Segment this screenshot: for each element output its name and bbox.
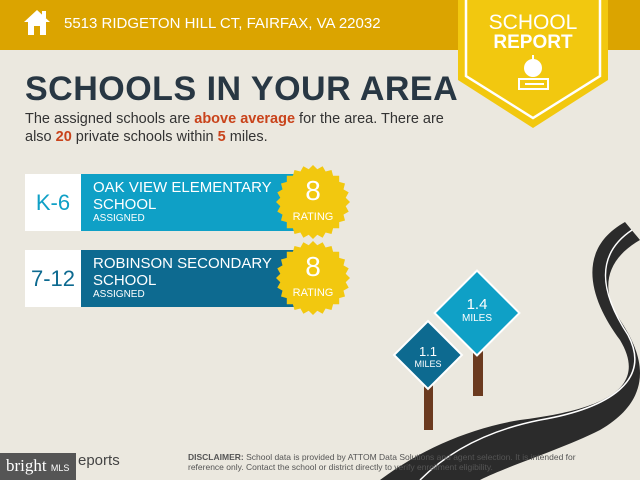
reports-logo-text: eports	[78, 452, 120, 469]
grade-range: K-6	[25, 174, 81, 231]
property-address: 5513 RIDGETON HILL CT, FAIRFAX, VA 22032	[64, 15, 381, 32]
school-report-badge	[458, 0, 608, 128]
rating-value: 8	[305, 251, 321, 282]
school-card[interactable]: 7-12 ROBINSON SECONDARY SCHOOL ASSIGNED	[25, 250, 315, 307]
distance-sign: 1.4 MILES	[461, 296, 492, 324]
rating-seal: 8 RATING	[276, 241, 350, 315]
rating-label: RATING	[292, 287, 334, 299]
school-status: ASSIGNED	[93, 289, 145, 300]
disclaimer: DISCLAIMER: School data is provided by A…	[188, 452, 576, 472]
page-title: SCHOOLS IN YOUR AREA	[25, 70, 459, 108]
badge-line2: REPORT	[493, 32, 573, 53]
badge-line1: SCHOOL	[488, 11, 578, 34]
rating-value: 8	[305, 175, 321, 206]
school-status: ASSIGNED	[93, 213, 145, 224]
distance-sign: 1.1 MILES	[414, 344, 442, 369]
rating-label: RATING	[292, 211, 334, 223]
rating-seal: 8 RATING	[276, 165, 350, 239]
school-name: OAK VIEW ELEMENTARY SCHOOL	[93, 179, 272, 213]
school-card[interactable]: K-6 OAK VIEW ELEMENTARY SCHOOL ASSIGNED	[25, 174, 315, 231]
bright-mls-logo: bright MLS	[0, 453, 76, 480]
apple-on-book-icon	[518, 55, 549, 90]
description: The assigned schools are above average f…	[25, 111, 444, 145]
school-name: ROBINSON SECONDARY SCHOOL	[93, 255, 272, 289]
grade-range: 7-12	[25, 250, 81, 307]
home-icon	[24, 10, 50, 35]
